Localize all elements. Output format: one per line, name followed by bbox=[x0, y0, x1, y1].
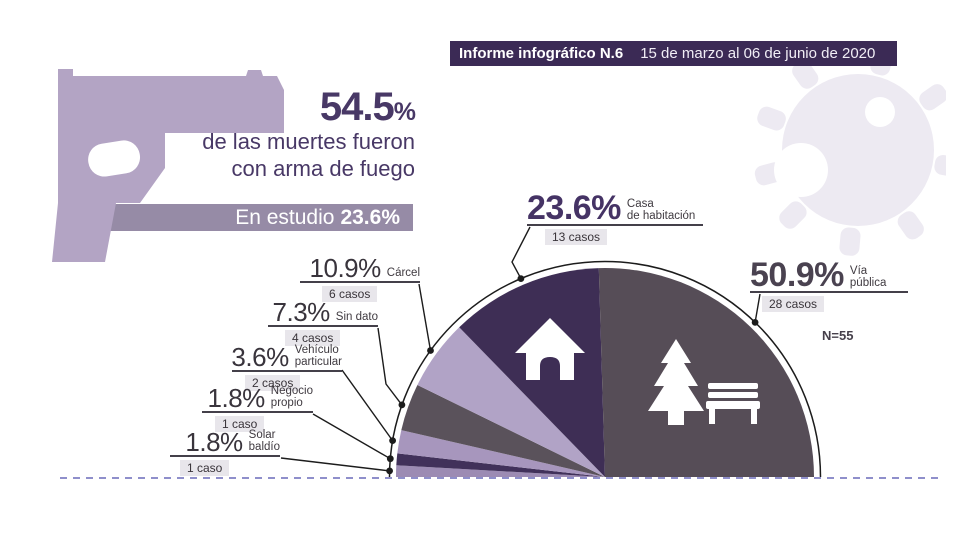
label-casa-de-habitacion: 23.6% Casa de habitación 13 casos bbox=[527, 189, 703, 246]
negocio-sublabel: Negocio propio bbox=[270, 385, 313, 410]
coronavirus-icon bbox=[754, 46, 946, 256]
report-title: Informe infográfico N.6 bbox=[459, 45, 624, 62]
cases-chip-carcel: 6 casos bbox=[322, 285, 378, 302]
cases-chip-negocio: 1 caso bbox=[215, 416, 265, 433]
handgun-icon bbox=[52, 69, 284, 262]
pie-outline-arc bbox=[388, 260, 822, 478]
solar-sublabel: Solar baldío bbox=[248, 429, 280, 454]
leader-line-negocio bbox=[312, 413, 391, 460]
headline: 54.5% de las muertes fueron con arma de … bbox=[150, 85, 416, 181]
trigger-guard-hole bbox=[88, 140, 141, 177]
leader-line-sindato bbox=[377, 327, 403, 406]
study-value: 23.6% bbox=[340, 205, 400, 229]
house-icon bbox=[515, 318, 585, 380]
pie-segment-vehiculo bbox=[397, 430, 605, 477]
via-sublabel: Vía pública bbox=[849, 265, 887, 290]
leader-line-carcel bbox=[418, 283, 432, 351]
park-bench-icon bbox=[706, 383, 760, 424]
cases-chip-vehiculo: 2 casos bbox=[245, 375, 301, 392]
vehiculo-label-row: 3.6% Vehículo particular bbox=[231, 342, 342, 373]
via-label-row: 50.9% Vía pública bbox=[750, 256, 908, 294]
pie-segment-via bbox=[598, 268, 814, 477]
carcel-label-row: 10.9% Cárcel bbox=[300, 253, 420, 283]
leader-dot-carcel bbox=[427, 347, 434, 354]
solar-label-row: 1.8% Solar baldío bbox=[170, 427, 280, 458]
headline-line2: con arma de fuego bbox=[231, 155, 415, 181]
carcel-sublabel: Cárcel bbox=[386, 266, 420, 279]
cases-chip-via: 28 casos bbox=[762, 296, 825, 313]
vehiculo-percent: 3.6% bbox=[231, 342, 289, 373]
leader-dot-negocio bbox=[386, 455, 394, 463]
label-via-publica: 50.9% Vía pública 28 casos bbox=[750, 256, 908, 313]
leader-dot-casa bbox=[517, 275, 525, 282]
cases-chip-sindato: 4 casos bbox=[285, 329, 341, 346]
study-band: En estudio 23.6% bbox=[150, 204, 400, 231]
leader-dot-solar bbox=[386, 467, 393, 475]
sample-size-label: N=55 bbox=[822, 328, 854, 343]
report-date-range: 15 de marzo al 06 de junio de 2020 bbox=[640, 45, 876, 62]
pie-segment-negocio bbox=[396, 453, 605, 477]
study-label: En estudio bbox=[235, 205, 335, 229]
sindato-percent: 7.3% bbox=[272, 297, 331, 327]
label-vehiculo-particular: 3.6% Vehículo particular 2 casos bbox=[231, 342, 342, 392]
headline-percent-sign: % bbox=[393, 98, 416, 126]
label-sin-dato: 7.3% Sin dato 4 casos bbox=[268, 297, 378, 347]
report-banner: Informe infográfico N.6 15 de marzo al 0… bbox=[450, 41, 897, 66]
leader-line-via bbox=[754, 293, 761, 323]
solar-percent: 1.8% bbox=[185, 427, 243, 458]
leader-dot-via bbox=[751, 319, 759, 326]
leader-dot-vehiculo bbox=[389, 437, 396, 444]
label-solar-baldio: 1.8% Solar baldío 1 caso bbox=[170, 429, 280, 477]
leader-line-casa bbox=[511, 226, 531, 279]
vehiculo-sublabel: Vehículo particular bbox=[294, 344, 342, 369]
pie-segment-sindato bbox=[401, 385, 605, 477]
leader-lines bbox=[280, 226, 761, 475]
casa-label-row: 23.6% Casa de habitación bbox=[527, 189, 703, 227]
negocio-label-row: 1.8% Negocio propio bbox=[202, 383, 313, 414]
pie-segment-carcel bbox=[417, 327, 605, 477]
headline-percent-value: 54.5 bbox=[319, 85, 395, 129]
sindato-label-row: 7.3% Sin dato bbox=[268, 297, 378, 327]
negocio-percent: 1.8% bbox=[207, 383, 266, 414]
leader-line-solar bbox=[280, 457, 390, 472]
leader-dot-sindato bbox=[398, 401, 406, 409]
via-percent: 50.9% bbox=[750, 256, 844, 294]
study-band-bg bbox=[72, 204, 413, 231]
headline-percent: 54.5% bbox=[150, 85, 416, 129]
carcel-percent: 10.9% bbox=[309, 253, 382, 283]
pine-tree-icon bbox=[648, 339, 704, 425]
casa-percent: 23.6% bbox=[527, 189, 621, 227]
headline-line1: de las muertes fueron bbox=[202, 129, 415, 154]
label-carcel: 10.9% Cárcel 6 casos bbox=[300, 253, 420, 303]
label-negocio-propio: 1.8% Negocio propio 1 caso bbox=[202, 385, 313, 433]
pie-chart bbox=[395, 268, 814, 477]
pie-segment-solar bbox=[395, 465, 605, 477]
cases-chip-solar: 1 caso bbox=[180, 460, 230, 477]
casa-sublabel: Casa de habitación bbox=[626, 198, 696, 223]
leader-line-vehiculo bbox=[341, 369, 394, 442]
cases-chip-casa: 13 casos bbox=[545, 229, 608, 246]
sindato-sublabel: Sin dato bbox=[335, 310, 378, 323]
